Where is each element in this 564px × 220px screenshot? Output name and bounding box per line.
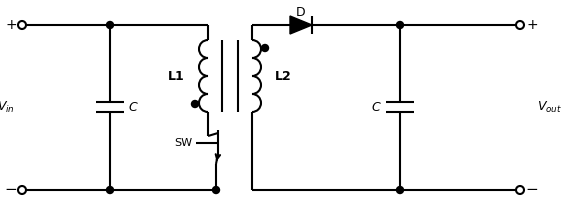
Text: L1: L1 (168, 70, 185, 82)
Circle shape (107, 187, 113, 194)
Text: SW: SW (174, 138, 192, 148)
Circle shape (396, 187, 403, 194)
Circle shape (516, 186, 524, 194)
Text: −: − (526, 183, 539, 198)
Text: L2: L2 (275, 70, 292, 82)
Text: C: C (371, 101, 380, 114)
Polygon shape (290, 16, 312, 34)
Circle shape (396, 22, 403, 29)
Text: $V_{out}$: $V_{out}$ (537, 100, 562, 115)
Text: D: D (296, 6, 306, 18)
Circle shape (192, 101, 199, 108)
Circle shape (107, 22, 113, 29)
Circle shape (18, 186, 26, 194)
Text: C: C (128, 101, 136, 114)
Text: $V_{in}$: $V_{in}$ (0, 100, 15, 115)
Text: +: + (526, 18, 538, 32)
Circle shape (516, 21, 524, 29)
Circle shape (213, 187, 219, 194)
Text: +: + (5, 18, 17, 32)
Circle shape (18, 21, 26, 29)
Circle shape (262, 44, 268, 51)
Text: −: − (5, 183, 17, 198)
